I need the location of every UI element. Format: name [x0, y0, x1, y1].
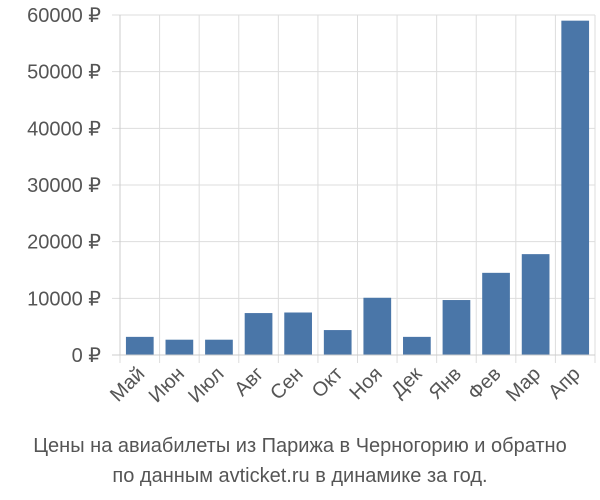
y-tick-label: 0 ₽	[72, 345, 102, 367]
bar-11	[521, 254, 550, 355]
chart-caption-line-1: Цены на авиабилеты из Парижа в Черногори…	[33, 435, 567, 457]
grid-lines	[112, 14, 596, 363]
bar-10	[482, 272, 510, 355]
bar-1	[125, 336, 154, 355]
x-tick-label: Дек	[387, 363, 426, 402]
x-tick-label: Сен	[266, 363, 307, 404]
y-axis-tick-labels: 0 ₽ 10000 ₽ 20000 ₽ 30000 ₽ 40000 ₽ 50000 ₽ 60…	[27, 5, 101, 367]
bar-chart: 0 ₽ 10000 ₽ 20000 ₽ 30000 ₽ 40000 ₽ 50000 ₽ 60…	[27, 5, 596, 407]
bar-5	[284, 312, 312, 355]
y-tick-label: 50000 ₽	[27, 62, 101, 84]
x-tick-label: Июн	[145, 363, 189, 407]
y-tick-label: 60000 ₽	[27, 5, 101, 27]
x-tick-label: Май	[106, 363, 149, 406]
y-tick-label: 30000 ₽	[27, 175, 101, 197]
bars	[125, 20, 590, 356]
x-tick-label: Ноя	[346, 363, 387, 404]
bar-2	[165, 339, 194, 355]
bar-3	[205, 339, 233, 355]
bar-12	[561, 20, 590, 356]
chart-caption-line-2: по данным avticket.ru в динамике за год.	[112, 465, 488, 487]
bar-7	[363, 297, 392, 355]
y-tick-label: 20000 ₽	[27, 232, 101, 254]
y-tick-label: 40000 ₽	[27, 118, 101, 140]
bar-4	[244, 313, 273, 355]
bar-6	[323, 330, 352, 355]
bar-8	[403, 336, 431, 355]
x-tick-label: Июл	[184, 363, 228, 407]
x-tick-label: Янв	[425, 363, 466, 404]
x-tick-label: Фев	[464, 363, 506, 405]
x-tick-label: Апр	[544, 363, 585, 404]
x-tick-label: Окт	[308, 363, 347, 402]
axes	[112, 15, 595, 356]
x-tick-label: Авг	[230, 363, 268, 401]
bar-9	[442, 300, 471, 355]
x-tick-label: Мар	[502, 363, 545, 406]
y-tick-label: 10000 ₽	[27, 288, 101, 310]
